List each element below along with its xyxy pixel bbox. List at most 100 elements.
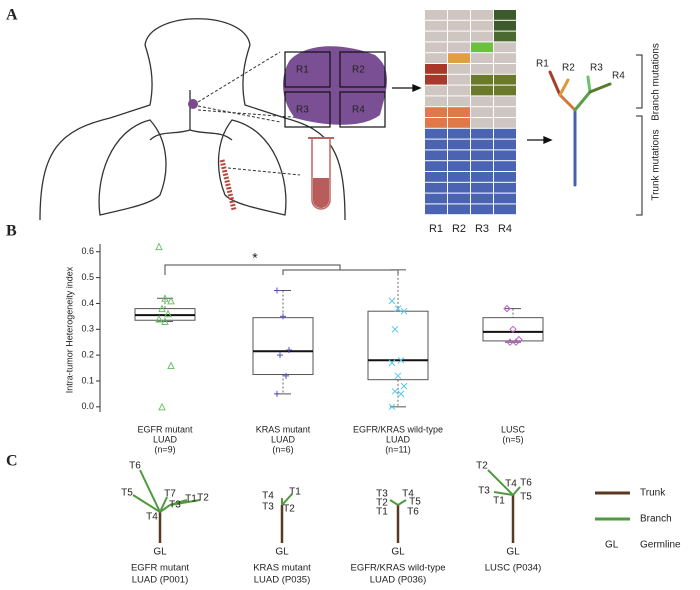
- heatmap-cell: [425, 64, 447, 74]
- tree-label: T7: [164, 489, 176, 500]
- significance: *: [252, 250, 258, 266]
- tree-label: R3: [590, 63, 603, 74]
- point: [155, 242, 163, 251]
- point: [155, 314, 163, 323]
- point: [286, 346, 292, 353]
- tree-label: T3: [169, 500, 181, 511]
- region-label: R2: [352, 65, 365, 76]
- y-tick-label: 0.3: [81, 324, 94, 334]
- point: [400, 307, 408, 315]
- heatmap-cell: [425, 74, 447, 85]
- heatmap-cell: [448, 139, 470, 150]
- point: [391, 387, 399, 395]
- heatmap-cell: [425, 172, 447, 182]
- root-label: GL: [275, 547, 289, 558]
- tumor: [188, 99, 198, 109]
- point: [397, 390, 405, 398]
- heatmap-cell: [471, 10, 493, 20]
- panel-label: B: [6, 223, 17, 240]
- x-tick-label: EGFR/KRAS wild-type: [353, 424, 443, 434]
- heatmap-cell: [448, 150, 470, 161]
- box: [252, 317, 314, 376]
- heatmap-cell: [494, 118, 516, 128]
- heatmap-cell: [425, 128, 447, 139]
- region-label: R1: [296, 65, 309, 76]
- point: [161, 294, 169, 302]
- x-tick-label: (n=6): [272, 444, 293, 454]
- heatmap-cell: [471, 20, 493, 31]
- blood-vessel: [219, 159, 237, 211]
- point: [394, 305, 402, 312]
- point: [394, 372, 402, 380]
- point: [388, 403, 396, 411]
- heatmap-cell: [448, 107, 470, 117]
- heatmap-cell: [494, 182, 516, 193]
- heatmap-cell: [494, 204, 516, 215]
- heatmap-cell: [494, 31, 516, 42]
- x-tick-label: LUAD: [386, 434, 411, 444]
- heatmap-cell: [425, 118, 447, 128]
- zoom-lines: [197, 51, 306, 176]
- tree-label: T5: [520, 492, 532, 503]
- box: [482, 317, 544, 342]
- heatmap-cell: [448, 118, 470, 128]
- heatmap-cell: [494, 150, 516, 161]
- heatmap-cell: [425, 53, 447, 63]
- body-illustration: [39, 18, 346, 221]
- tree-label: T1: [289, 487, 301, 498]
- heatmap-cell: [471, 193, 493, 204]
- heatmap-cell: [448, 42, 470, 53]
- heatmap-cell: [425, 31, 447, 42]
- x-tick-label: KRAS mutant: [256, 424, 311, 434]
- heatmap-cell: [494, 85, 516, 96]
- x-tick-label: LUAD: [153, 434, 178, 444]
- x-tick-label: (n=5): [502, 434, 523, 444]
- heatmap-cell: [425, 10, 447, 20]
- tree-label: T4: [262, 491, 274, 502]
- heatmap-cell: [494, 107, 516, 117]
- tree-a: [548, 70, 612, 187]
- tree-label: T2: [197, 493, 209, 504]
- heatmap-cell: [448, 64, 470, 74]
- heatmap-cell: [471, 139, 493, 150]
- point: [503, 304, 511, 313]
- heatmap-cell: [425, 20, 447, 31]
- tree-label: T2: [376, 498, 388, 509]
- heatmap-cell: [448, 53, 470, 63]
- heatmap-cell: [448, 10, 470, 20]
- heatmap-cell: [494, 74, 516, 85]
- tree-label: T3: [478, 486, 490, 497]
- x-tick-label: (n=11): [385, 444, 411, 454]
- legend-label: Trunk: [640, 488, 666, 499]
- bracket: [636, 54, 643, 216]
- heatmap-column-label: R2: [452, 223, 466, 235]
- tree-label: T2: [476, 461, 488, 472]
- heatmap-cell: [425, 107, 447, 117]
- x-tick-label: (n=9): [154, 444, 175, 454]
- point: [397, 356, 405, 364]
- point: [388, 359, 396, 367]
- point: [167, 296, 175, 305]
- heatmap-cell: [448, 31, 470, 42]
- heatmap: [425, 10, 516, 215]
- heatmap-cell: [494, 64, 516, 74]
- heatmap-cell: [471, 85, 493, 96]
- region-label: R4: [352, 105, 365, 116]
- heatmap-cell: [494, 10, 516, 20]
- x-tick-label: LUAD: [271, 434, 296, 444]
- heatmap-cell: [494, 161, 516, 171]
- heatmap-cell: [494, 96, 516, 107]
- branch: [159, 496, 168, 513]
- y-tick-label: 0.4: [81, 298, 94, 308]
- heatmap-cell: [494, 128, 516, 139]
- heatmap-cell: [448, 204, 470, 215]
- branch: [487, 469, 514, 496]
- heatmap-cell: [494, 20, 516, 31]
- heatmap-cell: [471, 204, 493, 215]
- tree-label: T3: [262, 502, 274, 513]
- tree-label: T1: [376, 507, 388, 518]
- heatmap-cell: [494, 172, 516, 182]
- heatmap-cell: [425, 96, 447, 107]
- heatmap-cell: [494, 42, 516, 53]
- heatmap-cell: [494, 53, 516, 63]
